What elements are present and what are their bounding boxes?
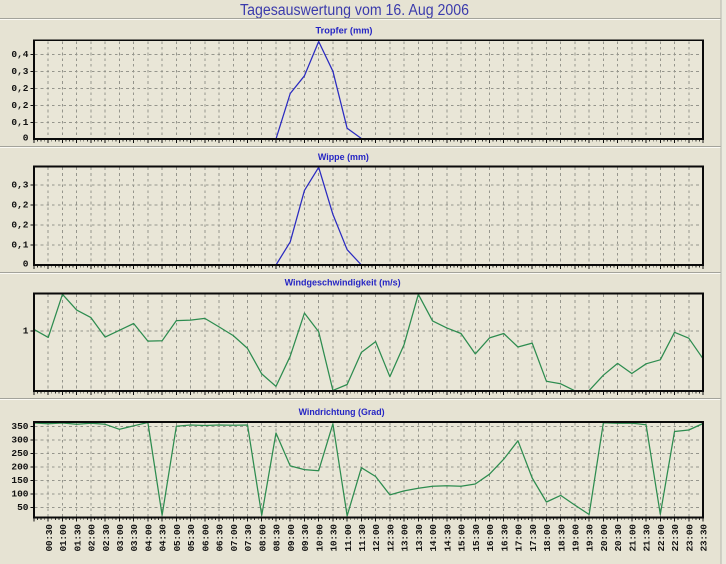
svg-text:0: 0 bbox=[23, 133, 29, 144]
svg-text:300: 300 bbox=[11, 435, 28, 446]
svg-text:100: 100 bbox=[11, 488, 28, 499]
svg-text:21:00: 21:00 bbox=[627, 524, 638, 552]
svg-text:12:00: 12:00 bbox=[371, 524, 382, 552]
svg-text:05:30: 05:30 bbox=[186, 524, 197, 552]
svg-text:250: 250 bbox=[11, 448, 28, 459]
svg-text:14:00: 14:00 bbox=[428, 524, 439, 552]
svg-text:50: 50 bbox=[17, 502, 29, 513]
svg-text:1: 1 bbox=[23, 326, 29, 337]
svg-text:08:00: 08:00 bbox=[257, 524, 268, 552]
svg-text:23:30: 23:30 bbox=[699, 524, 710, 552]
svg-text:Windrichtung (Grad): Windrichtung (Grad) bbox=[299, 407, 385, 417]
svg-text:13:30: 13:30 bbox=[414, 524, 425, 552]
svg-text:23:00: 23:00 bbox=[684, 524, 695, 552]
svg-text:11:30: 11:30 bbox=[357, 524, 368, 552]
svg-text:05:00: 05:00 bbox=[172, 524, 183, 552]
svg-text:02:30: 02:30 bbox=[101, 524, 112, 552]
svg-text:20:30: 20:30 bbox=[613, 524, 624, 552]
svg-text:12:30: 12:30 bbox=[385, 524, 396, 552]
svg-text:06:00: 06:00 bbox=[200, 524, 211, 552]
svg-text:150: 150 bbox=[11, 475, 28, 486]
svg-text:16:00: 16:00 bbox=[485, 524, 496, 552]
svg-text:0,2: 0,2 bbox=[11, 200, 28, 211]
svg-text:0,3: 0,3 bbox=[11, 180, 28, 191]
svg-text:02:00: 02:00 bbox=[87, 524, 98, 552]
svg-text:0,2: 0,2 bbox=[11, 100, 28, 111]
svg-text:0,1: 0,1 bbox=[11, 117, 28, 128]
svg-text:07:30: 07:30 bbox=[243, 524, 254, 552]
svg-text:06:30: 06:30 bbox=[215, 524, 226, 552]
svg-text:01:30: 01:30 bbox=[72, 524, 83, 552]
svg-text:01:00: 01:00 bbox=[58, 524, 69, 552]
svg-text:17:30: 17:30 bbox=[528, 524, 539, 552]
svg-text:0: 0 bbox=[23, 259, 29, 270]
svg-text:07:00: 07:00 bbox=[229, 524, 240, 552]
svg-text:200: 200 bbox=[11, 462, 28, 473]
svg-text:19:00: 19:00 bbox=[570, 524, 581, 552]
svg-text:Windgeschwindigkeit (m/s): Windgeschwindigkeit (m/s) bbox=[285, 277, 401, 287]
svg-text:0,3: 0,3 bbox=[11, 66, 28, 77]
svg-text:0,1: 0,1 bbox=[11, 240, 28, 251]
svg-text:00:30: 00:30 bbox=[44, 524, 55, 552]
svg-text:17:00: 17:00 bbox=[514, 524, 525, 552]
svg-text:18:00: 18:00 bbox=[542, 524, 553, 552]
svg-text:09:00: 09:00 bbox=[286, 524, 297, 552]
svg-text:22:30: 22:30 bbox=[670, 524, 681, 552]
svg-text:10:30: 10:30 bbox=[329, 524, 340, 552]
svg-text:350: 350 bbox=[11, 421, 28, 432]
svg-text:08:30: 08:30 bbox=[272, 524, 283, 552]
svg-text:11:00: 11:00 bbox=[343, 524, 354, 552]
svg-text:0,2: 0,2 bbox=[11, 83, 28, 94]
svg-text:09:30: 09:30 bbox=[300, 524, 311, 552]
svg-text:Tropfer (mm): Tropfer (mm) bbox=[316, 26, 373, 36]
svg-text:Tagesauswertung vom 16. Aug 20: Tagesauswertung vom 16. Aug 2006 bbox=[240, 2, 469, 19]
svg-text:03:00: 03:00 bbox=[115, 524, 126, 552]
svg-text:04:30: 04:30 bbox=[158, 524, 169, 552]
svg-text:03:30: 03:30 bbox=[129, 524, 140, 552]
svg-text:10:00: 10:00 bbox=[314, 524, 325, 552]
svg-text:18:30: 18:30 bbox=[556, 524, 567, 552]
svg-text:15:30: 15:30 bbox=[471, 524, 482, 552]
svg-text:19:30: 19:30 bbox=[585, 524, 596, 552]
svg-text:16:30: 16:30 bbox=[499, 524, 510, 552]
svg-text:15:00: 15:00 bbox=[457, 524, 468, 552]
svg-text:Wippe (mm): Wippe (mm) bbox=[318, 152, 369, 162]
svg-text:14:30: 14:30 bbox=[442, 524, 453, 552]
svg-text:21:30: 21:30 bbox=[642, 524, 653, 552]
svg-text:13:00: 13:00 bbox=[400, 524, 411, 552]
svg-text:22:00: 22:00 bbox=[656, 524, 667, 552]
svg-text:20:00: 20:00 bbox=[599, 524, 610, 552]
svg-text:04:00: 04:00 bbox=[143, 524, 154, 552]
svg-text:0,2: 0,2 bbox=[11, 220, 28, 231]
svg-text:0,4: 0,4 bbox=[11, 49, 28, 60]
